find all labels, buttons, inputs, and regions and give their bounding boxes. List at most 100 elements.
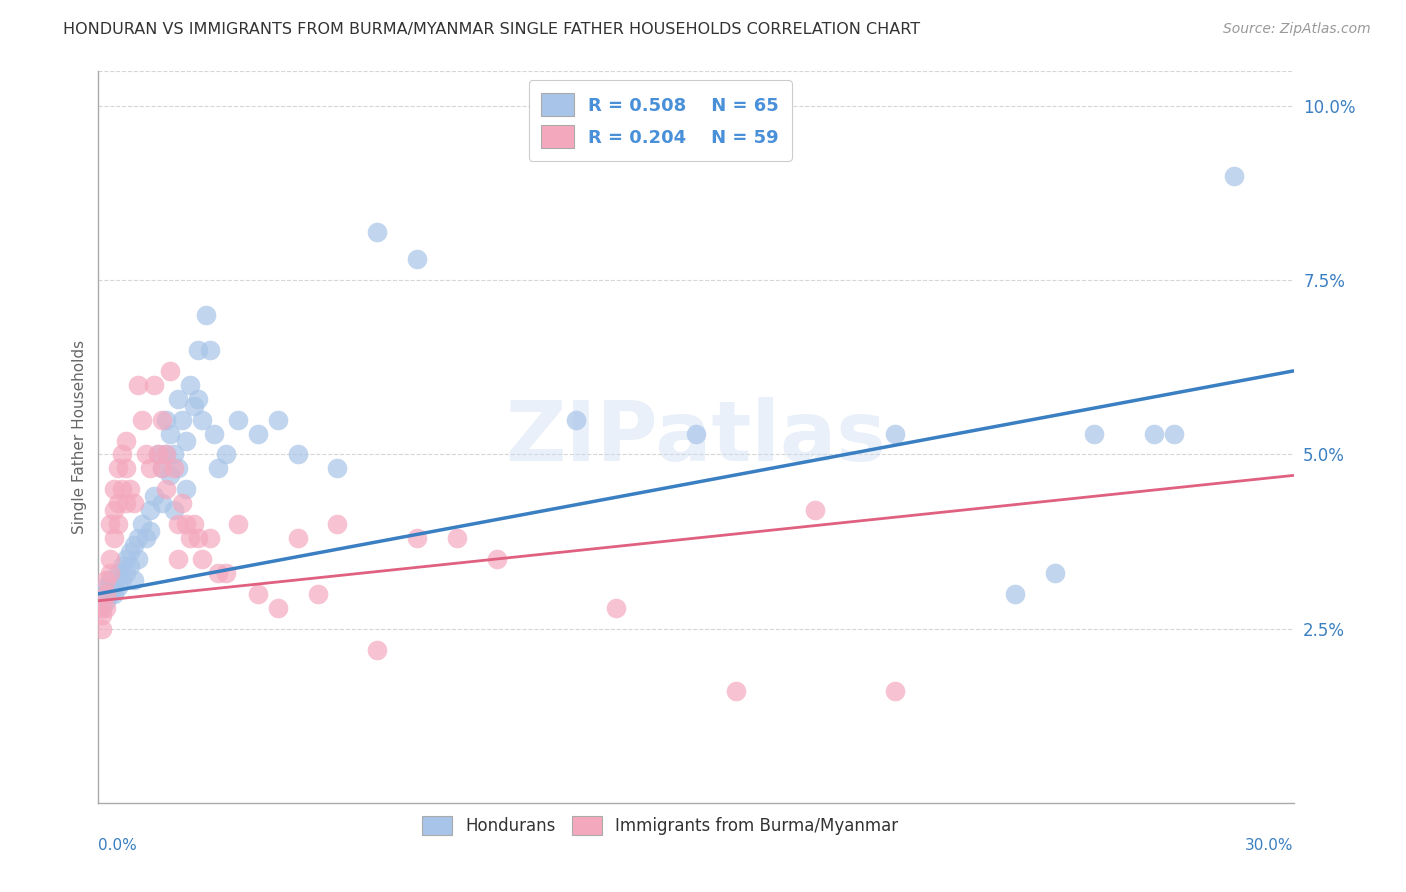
Point [195,308,218,322]
Point [155,448,177,462]
Point [107,566,129,580]
Point [135,531,157,545]
Point [215,566,238,580]
Point [287,531,309,545]
Point [148,448,170,462]
Point [167,517,190,532]
Point [307,587,329,601]
Text: 0.0%: 0.0% [98,838,138,853]
Point [406,531,429,545]
Point [605,600,627,615]
Point [98,552,122,566]
Point [1083,426,1105,441]
Point [172,412,194,426]
Point [127,377,149,392]
Point [226,517,249,532]
Point [246,587,269,601]
Point [91,600,114,615]
Point [91,607,114,622]
Point [187,531,209,545]
Point [91,622,114,636]
Point [124,573,146,587]
Point [91,587,114,601]
Point [884,684,907,698]
Point [139,461,162,475]
Point [804,503,827,517]
Point [163,503,186,517]
Point [406,252,429,267]
Point [120,483,142,497]
Point [159,364,181,378]
Point [150,412,173,426]
Point [326,517,349,532]
Point [884,426,907,441]
Point [150,461,173,475]
Point [198,343,221,357]
Point [163,461,186,475]
Point [366,225,388,239]
Point [685,426,707,441]
Point [226,412,249,426]
Point [98,587,122,601]
Point [287,448,309,462]
Point [1004,587,1026,601]
Point [120,558,142,573]
Point [135,448,157,462]
Point [155,412,177,426]
Point [179,377,201,392]
Point [267,600,290,615]
Point [167,461,190,475]
Point [179,531,201,545]
Point [172,496,194,510]
Point [103,580,125,594]
Point [202,426,225,441]
Point [150,496,173,510]
Point [131,517,153,532]
Point [107,580,129,594]
Point [107,496,129,510]
Point [187,343,209,357]
Point [167,392,190,406]
Point [143,489,166,503]
Text: 30.0%: 30.0% [1246,838,1294,853]
Point [127,552,149,566]
Point [1163,426,1185,441]
Point [183,517,205,532]
Point [207,566,229,580]
Point [485,552,508,566]
Point [107,461,129,475]
Point [115,496,138,510]
Point [167,552,190,566]
Point [96,580,118,594]
Point [148,448,170,462]
Point [98,573,122,587]
Point [183,399,205,413]
Point [91,600,114,615]
Point [198,531,221,545]
Point [127,531,149,545]
Point [1043,566,1066,580]
Text: ZIPatlas: ZIPatlas [506,397,886,477]
Point [115,461,138,475]
Point [111,483,134,497]
Point [96,594,118,608]
Point [155,483,177,497]
Point [159,426,181,441]
Point [124,538,146,552]
Point [139,524,162,538]
Point [207,461,229,475]
Point [174,434,197,448]
Point [98,517,122,532]
Point [111,573,134,587]
Point [174,517,197,532]
Point [215,448,238,462]
Point [187,392,209,406]
Point [103,503,125,517]
Point [143,377,166,392]
Point [124,496,146,510]
Point [159,468,181,483]
Point [155,448,177,462]
Point [111,558,134,573]
Point [115,434,138,448]
Point [96,587,118,601]
